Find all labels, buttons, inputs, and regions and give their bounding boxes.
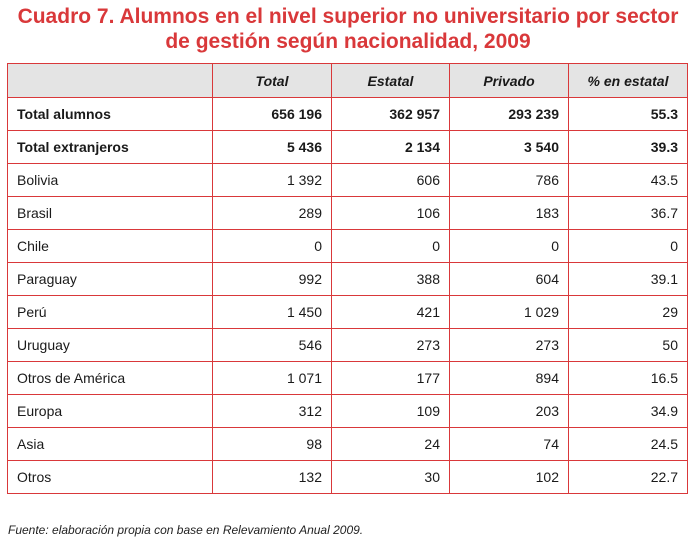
pct-estatal-cell: 22.7 (568, 460, 688, 494)
row-label-cell: Total alumnos (7, 97, 213, 131)
total-cell: 132 (212, 460, 332, 494)
header-cell-pct-estatal: % en estatal (568, 63, 688, 98)
table-row: Paraguay 992 388 604 39.1 (7, 262, 688, 296)
total-cell: 1 392 (212, 163, 332, 197)
estatal-cell: 388 (331, 262, 450, 296)
pct-estatal-cell: 29 (568, 295, 688, 329)
estatal-cell: 24 (331, 427, 450, 461)
pct-estatal-cell: 39.3 (568, 130, 688, 164)
privado-cell: 0 (449, 229, 569, 263)
privado-cell: 273 (449, 328, 569, 362)
source-footnote: Fuente: elaboración propia con base en R… (8, 523, 364, 537)
estatal-cell: 109 (331, 394, 450, 428)
pct-estatal-cell: 36.7 (568, 196, 688, 230)
table-row: Chile 0 0 0 0 (7, 229, 688, 263)
estatal-cell: 606 (331, 163, 450, 197)
row-label-cell: Paraguay (7, 262, 213, 296)
total-cell: 312 (212, 394, 332, 428)
header-cell-total: Total (212, 63, 332, 98)
data-table-container: Total Estatal Privado % en estatal Total… (7, 63, 688, 494)
pct-estatal-cell: 24.5 (568, 427, 688, 461)
row-label-cell: Chile (7, 229, 213, 263)
row-label-cell: Otros (7, 460, 213, 494)
title-line-2: de gestión según nacionalidad, 2009 (165, 30, 531, 53)
total-cell: 1 450 (212, 295, 332, 329)
table-body: Total alumnos 656 196 362 957 293 239 55.3 To… (7, 97, 688, 494)
pct-estatal-cell: 39.1 (568, 262, 688, 296)
row-label-cell: Total extranjeros (7, 130, 213, 164)
row-label-cell: Perú (7, 295, 213, 329)
total-cell: 289 (212, 196, 332, 230)
total-cell: 656 196 (212, 97, 332, 131)
estatal-cell: 177 (331, 361, 450, 395)
total-cell: 0 (212, 229, 332, 263)
table-row: Asia 98 24 74 24.5 (7, 427, 688, 461)
estatal-cell: 0 (331, 229, 450, 263)
privado-cell: 894 (449, 361, 569, 395)
row-label-cell: Bolivia (7, 163, 213, 197)
privado-cell: 786 (449, 163, 569, 197)
data-table: Total Estatal Privado % en estatal Total… (7, 63, 688, 494)
pct-estatal-cell: 34.9 (568, 394, 688, 428)
pct-estatal-cell: 43.5 (568, 163, 688, 197)
table-title: Cuadro 7. Alumnos en el nivel superior n… (8, 4, 688, 54)
pct-estatal-cell: 0 (568, 229, 688, 263)
pct-estatal-cell: 55.3 (568, 97, 688, 131)
table-row: Uruguay 546 273 273 50 (7, 328, 688, 362)
table-row: Brasil 289 106 183 36.7 (7, 196, 688, 230)
table-row: Total alumnos 656 196 362 957 293 239 55.3 (7, 97, 688, 131)
estatal-cell: 362 957 (331, 97, 450, 131)
title-line-1: Cuadro 7. Alumnos en el nivel superior n… (17, 5, 679, 28)
header-cell-privado: Privado (449, 63, 569, 98)
estatal-cell: 421 (331, 295, 450, 329)
row-label-cell: Brasil (7, 196, 213, 230)
row-label-cell: Asia (7, 427, 213, 461)
header-cell-estatal: Estatal (331, 63, 450, 98)
row-label-cell: Otros de América (7, 361, 213, 395)
header-cell-empty (7, 63, 213, 98)
table-row: Otros 132 30 102 22.7 (7, 460, 688, 494)
estatal-cell: 30 (331, 460, 450, 494)
table-row: Otros de América 1 071 177 894 16.5 (7, 361, 688, 395)
table-row: Perú 1 450 421 1 029 29 (7, 295, 688, 329)
header-row: Total Estatal Privado % en estatal (7, 63, 688, 98)
total-cell: 5 436 (212, 130, 332, 164)
privado-cell: 293 239 (449, 97, 569, 131)
estatal-cell: 106 (331, 196, 450, 230)
row-label-cell: Europa (7, 394, 213, 428)
privado-cell: 604 (449, 262, 569, 296)
privado-cell: 203 (449, 394, 569, 428)
privado-cell: 183 (449, 196, 569, 230)
estatal-cell: 273 (331, 328, 450, 362)
row-label-cell: Uruguay (7, 328, 213, 362)
total-cell: 992 (212, 262, 332, 296)
table-row: Total extranjeros 5 436 2 134 3 540 39.3 (7, 130, 688, 164)
estatal-cell: 2 134 (331, 130, 450, 164)
total-cell: 1 071 (212, 361, 332, 395)
table-row: Europa 312 109 203 34.9 (7, 394, 688, 428)
pct-estatal-cell: 16.5 (568, 361, 688, 395)
pct-estatal-cell: 50 (568, 328, 688, 362)
total-cell: 546 (212, 328, 332, 362)
privado-cell: 3 540 (449, 130, 569, 164)
privado-cell: 74 (449, 427, 569, 461)
table-row: Bolivia 1 392 606 786 43.5 (7, 163, 688, 197)
privado-cell: 1 029 (449, 295, 569, 329)
privado-cell: 102 (449, 460, 569, 494)
total-cell: 98 (212, 427, 332, 461)
